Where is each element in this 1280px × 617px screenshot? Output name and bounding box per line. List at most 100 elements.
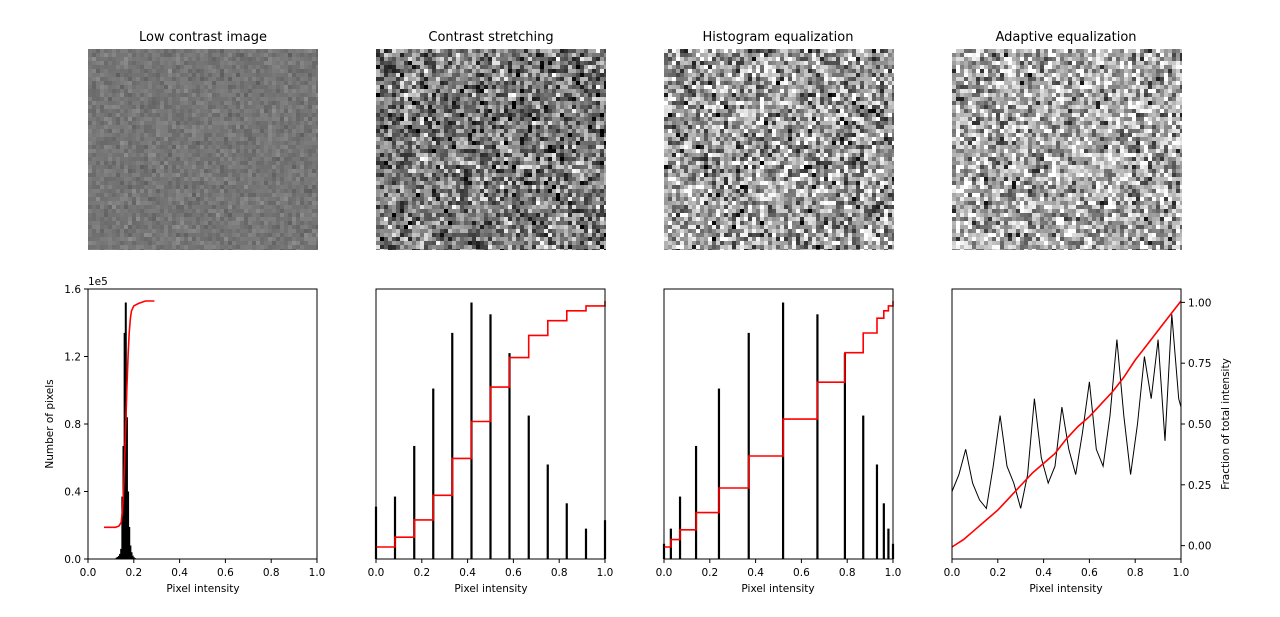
image-pixel bbox=[436, 77, 440, 81]
image-pixel bbox=[228, 105, 232, 109]
image-pixel bbox=[120, 105, 124, 109]
image-pixel bbox=[132, 229, 136, 233]
image-pixel bbox=[424, 101, 428, 105]
image-pixel bbox=[164, 205, 168, 209]
image-pixel bbox=[296, 229, 300, 233]
image-pixel bbox=[88, 169, 92, 173]
image-pixel bbox=[88, 189, 92, 193]
image-pixel bbox=[92, 201, 96, 205]
image-pixel bbox=[596, 101, 600, 105]
image-pixel bbox=[104, 181, 108, 185]
image-pixel bbox=[380, 133, 384, 137]
image-pixel bbox=[600, 109, 604, 113]
image-pixel bbox=[412, 93, 416, 97]
image-pixel bbox=[488, 181, 492, 185]
image-pixel bbox=[528, 117, 532, 121]
image-pixel bbox=[556, 113, 560, 117]
image-pixel bbox=[404, 181, 408, 185]
image-pixel bbox=[524, 69, 528, 73]
image-pixel bbox=[580, 65, 584, 69]
image-pixel bbox=[424, 65, 428, 69]
image-pixel bbox=[444, 169, 448, 173]
image-pixel bbox=[560, 121, 564, 125]
image-pixel bbox=[592, 85, 596, 89]
image-pixel bbox=[216, 109, 220, 113]
image-pixel bbox=[484, 137, 488, 141]
image-pixel bbox=[544, 97, 548, 101]
image-pixel bbox=[456, 137, 460, 141]
image-pixel bbox=[544, 57, 548, 61]
image-pixel bbox=[180, 153, 184, 157]
image-pixel bbox=[236, 109, 240, 113]
image-pixel bbox=[408, 77, 412, 81]
image-pixel bbox=[604, 177, 606, 181]
image-pixel bbox=[148, 93, 152, 97]
image-pixel bbox=[488, 85, 492, 89]
image-pixel bbox=[496, 153, 500, 157]
image-pixel bbox=[400, 145, 404, 149]
image-pixel bbox=[452, 125, 456, 129]
image-pixel bbox=[116, 137, 120, 141]
image-pixel bbox=[228, 153, 232, 157]
image-pixel bbox=[160, 209, 164, 213]
image-pixel bbox=[140, 149, 144, 153]
image-pixel bbox=[560, 169, 564, 173]
image-pixel bbox=[116, 153, 120, 157]
image-pixel bbox=[204, 209, 208, 213]
image-pixel bbox=[148, 69, 152, 73]
image-pixel bbox=[100, 173, 104, 177]
image-pixel bbox=[528, 65, 532, 69]
image-pixel bbox=[200, 185, 204, 189]
image-pixel bbox=[376, 173, 380, 177]
image-pixel bbox=[588, 149, 592, 153]
image-pixel bbox=[288, 73, 292, 77]
image-pixel bbox=[108, 93, 112, 97]
image-pixel bbox=[580, 173, 584, 177]
image-pixel bbox=[140, 109, 144, 113]
image-pixel bbox=[92, 245, 96, 249]
image-pixel bbox=[284, 157, 288, 161]
image-pixel bbox=[588, 105, 592, 109]
image-pixel bbox=[600, 77, 604, 81]
image-pixel bbox=[600, 117, 604, 121]
image-pixel bbox=[300, 49, 304, 53]
image-pixel bbox=[520, 121, 524, 125]
image-pixel bbox=[596, 53, 600, 57]
image-pixel bbox=[488, 153, 492, 157]
image-pixel bbox=[560, 89, 564, 93]
image-pixel bbox=[564, 77, 568, 81]
image-pixel bbox=[176, 185, 180, 189]
image-pixel bbox=[496, 125, 500, 129]
image-pixel bbox=[96, 185, 100, 189]
image-pixel bbox=[596, 117, 600, 121]
image-pixel bbox=[124, 65, 128, 69]
image-pixel bbox=[308, 93, 312, 97]
image-pixel bbox=[392, 133, 396, 137]
image-pixel bbox=[440, 141, 444, 145]
image-pixel bbox=[572, 69, 576, 73]
image-pixel bbox=[272, 237, 276, 241]
image-pixel bbox=[252, 117, 256, 121]
image-pixel bbox=[392, 81, 396, 85]
image-pixel bbox=[216, 49, 220, 53]
image-pixel bbox=[292, 205, 296, 209]
image-pixel bbox=[400, 113, 404, 117]
image-pixel bbox=[308, 149, 312, 153]
image-pixel bbox=[432, 137, 436, 141]
image-pixel bbox=[408, 181, 412, 185]
image-pixel bbox=[280, 233, 284, 237]
image-pixel bbox=[444, 53, 448, 57]
image-pixel bbox=[448, 113, 452, 117]
image-pixel bbox=[316, 181, 318, 185]
image-pixel bbox=[564, 61, 568, 65]
image-pixel bbox=[252, 65, 256, 69]
image-pixel bbox=[260, 165, 264, 169]
image-pixel bbox=[544, 93, 548, 97]
image-pixel bbox=[452, 185, 456, 189]
image-pixel bbox=[168, 93, 172, 97]
image-pixel bbox=[176, 205, 180, 209]
image-pixel bbox=[388, 57, 392, 61]
image-pixel bbox=[232, 57, 236, 61]
image-pixel bbox=[160, 89, 164, 93]
image-pixel bbox=[300, 225, 304, 229]
